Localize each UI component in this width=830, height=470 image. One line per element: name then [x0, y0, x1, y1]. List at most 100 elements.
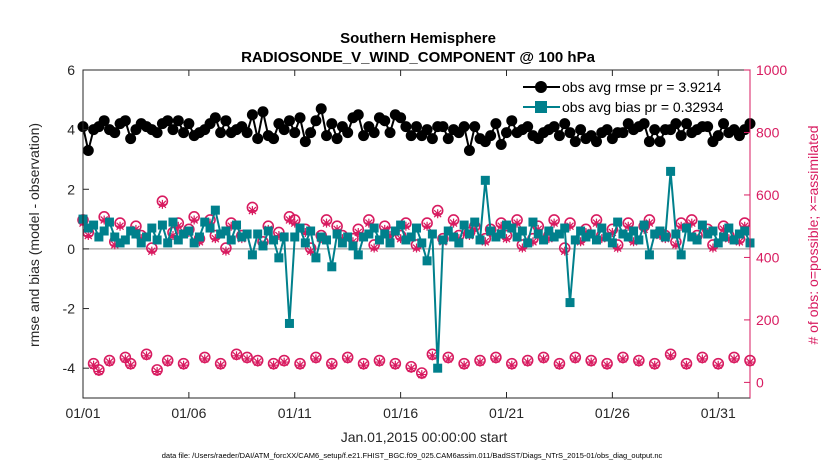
x-tick-label: 01/26 [595, 405, 630, 421]
bias-series-point [433, 363, 443, 373]
y-tick-label-right: 0 [756, 374, 764, 390]
rmse-series-point [178, 127, 190, 139]
obs-assimilated-point [380, 224, 390, 234]
axes: 01/01 01/06 01/11 01/16 01/21 01/26 01/31 -4 -2 0… [63, 62, 788, 421]
obs-assimilated-point [734, 237, 744, 247]
obs-assimilated-point [480, 237, 490, 247]
obs-assimilated-point [623, 221, 633, 231]
rmse-series-point [358, 130, 370, 142]
legend-rmse-label: obs avg rmse pr = 3.9214 [562, 79, 721, 95]
rmse-series-point [548, 121, 560, 133]
rmse-series-point [617, 127, 629, 139]
bias-series-point [152, 235, 162, 245]
rmse-series-point [209, 112, 221, 124]
bias-series-point [644, 250, 654, 260]
obs-assimilated-point [322, 218, 332, 228]
bias-series-point [343, 232, 353, 242]
bias-series-point [438, 235, 448, 245]
obs-assimilated-point [655, 231, 665, 241]
obs-assimilated-point [406, 363, 416, 373]
bias-series-point [708, 226, 718, 236]
rmse-series-point [522, 121, 534, 133]
series-layer [77, 103, 756, 380]
bias-series-point [157, 220, 167, 230]
obs-assimilated-point [274, 231, 284, 241]
rmse-series-point [575, 124, 587, 136]
bias-series-point [517, 226, 527, 236]
bias-series-point [491, 232, 501, 242]
obs-assimilated-point [554, 360, 564, 370]
bias-series-point [639, 220, 649, 230]
rmse-series-point [252, 133, 264, 145]
obs-assimilated-point [528, 237, 538, 247]
rmse-series-point [342, 127, 354, 139]
bias-series-point [591, 235, 601, 245]
bias-series-point [703, 229, 713, 239]
obs-assimilated-point [729, 354, 739, 364]
bias-series-point [719, 232, 729, 242]
bias-series-point [279, 232, 289, 242]
obs-assimilated-point [168, 231, 178, 241]
legend: obs avg rmse pr = 3.9214 obs avg bias pr… [523, 79, 724, 115]
obs-assimilated-point [163, 357, 173, 367]
rmse-series-point [680, 118, 692, 130]
bias-series-point [173, 235, 183, 245]
rmse-series-point [310, 115, 322, 127]
obs-assimilated-point [306, 246, 316, 256]
obs-assimilated-point [189, 215, 199, 225]
obs-assimilated-point [253, 357, 263, 367]
bias-series-point [417, 238, 427, 248]
rmse-series-point [172, 115, 184, 127]
rmse-series-point [559, 118, 571, 130]
rmse-series-point [241, 127, 253, 139]
obs-assimilated-point [560, 246, 570, 256]
bias-series-point [671, 229, 681, 239]
obs-assimilated-point [353, 227, 363, 237]
bias-series-point [322, 235, 332, 245]
rmse-series-point [675, 130, 687, 142]
bias-series-point [115, 238, 125, 248]
obs-assimilated-point [290, 218, 300, 228]
obs-assimilated-point [332, 224, 342, 234]
obs-assimilated-point [226, 221, 236, 231]
obs-assimilated-point [666, 351, 676, 361]
bias-series-point [147, 223, 157, 233]
rmse-series-point [268, 133, 280, 145]
bias-series-point [475, 235, 485, 245]
bias-series-point [687, 232, 697, 242]
obs-assimilated-point [126, 360, 136, 370]
rmse-series-point [718, 118, 730, 130]
obs-assimilated-point [364, 218, 374, 228]
bias-series-point [613, 217, 623, 227]
bias-series-point [729, 235, 739, 245]
obs-assimilated-point [417, 370, 427, 380]
rmse-series-point [590, 136, 602, 148]
bias-series-point [126, 226, 136, 236]
bias-series-point [554, 229, 564, 239]
obs-assimilated-point [671, 240, 681, 250]
rmse-series-point [246, 109, 258, 121]
bias-series-point [602, 232, 612, 242]
obs-assimilated-point [89, 360, 99, 370]
obs-assimilated-point [613, 243, 623, 253]
bias-series-point [327, 262, 337, 272]
obs-assimilated-point [311, 354, 321, 364]
bias-series-point [523, 238, 533, 248]
obs-assimilated-point [83, 231, 93, 241]
bias-series-point [544, 226, 554, 236]
rmse-series-point [368, 127, 380, 139]
obs-assimilated-point [618, 354, 628, 364]
rmse-series-point [458, 121, 470, 133]
bias-series-point [618, 229, 628, 239]
obs-assimilated-point [459, 360, 469, 370]
bias-series-point [189, 238, 199, 248]
rmse-series-point [485, 130, 497, 142]
y-tick-label: 4 [67, 122, 75, 138]
bias-series-point [486, 226, 496, 236]
x-tick-label: 01/01 [65, 405, 100, 421]
rmse-series-point [109, 127, 121, 139]
bias-series-point [142, 232, 152, 242]
bias-series-point [194, 232, 204, 242]
obs-assimilated-point [269, 360, 279, 370]
bias-series-point [168, 217, 178, 227]
